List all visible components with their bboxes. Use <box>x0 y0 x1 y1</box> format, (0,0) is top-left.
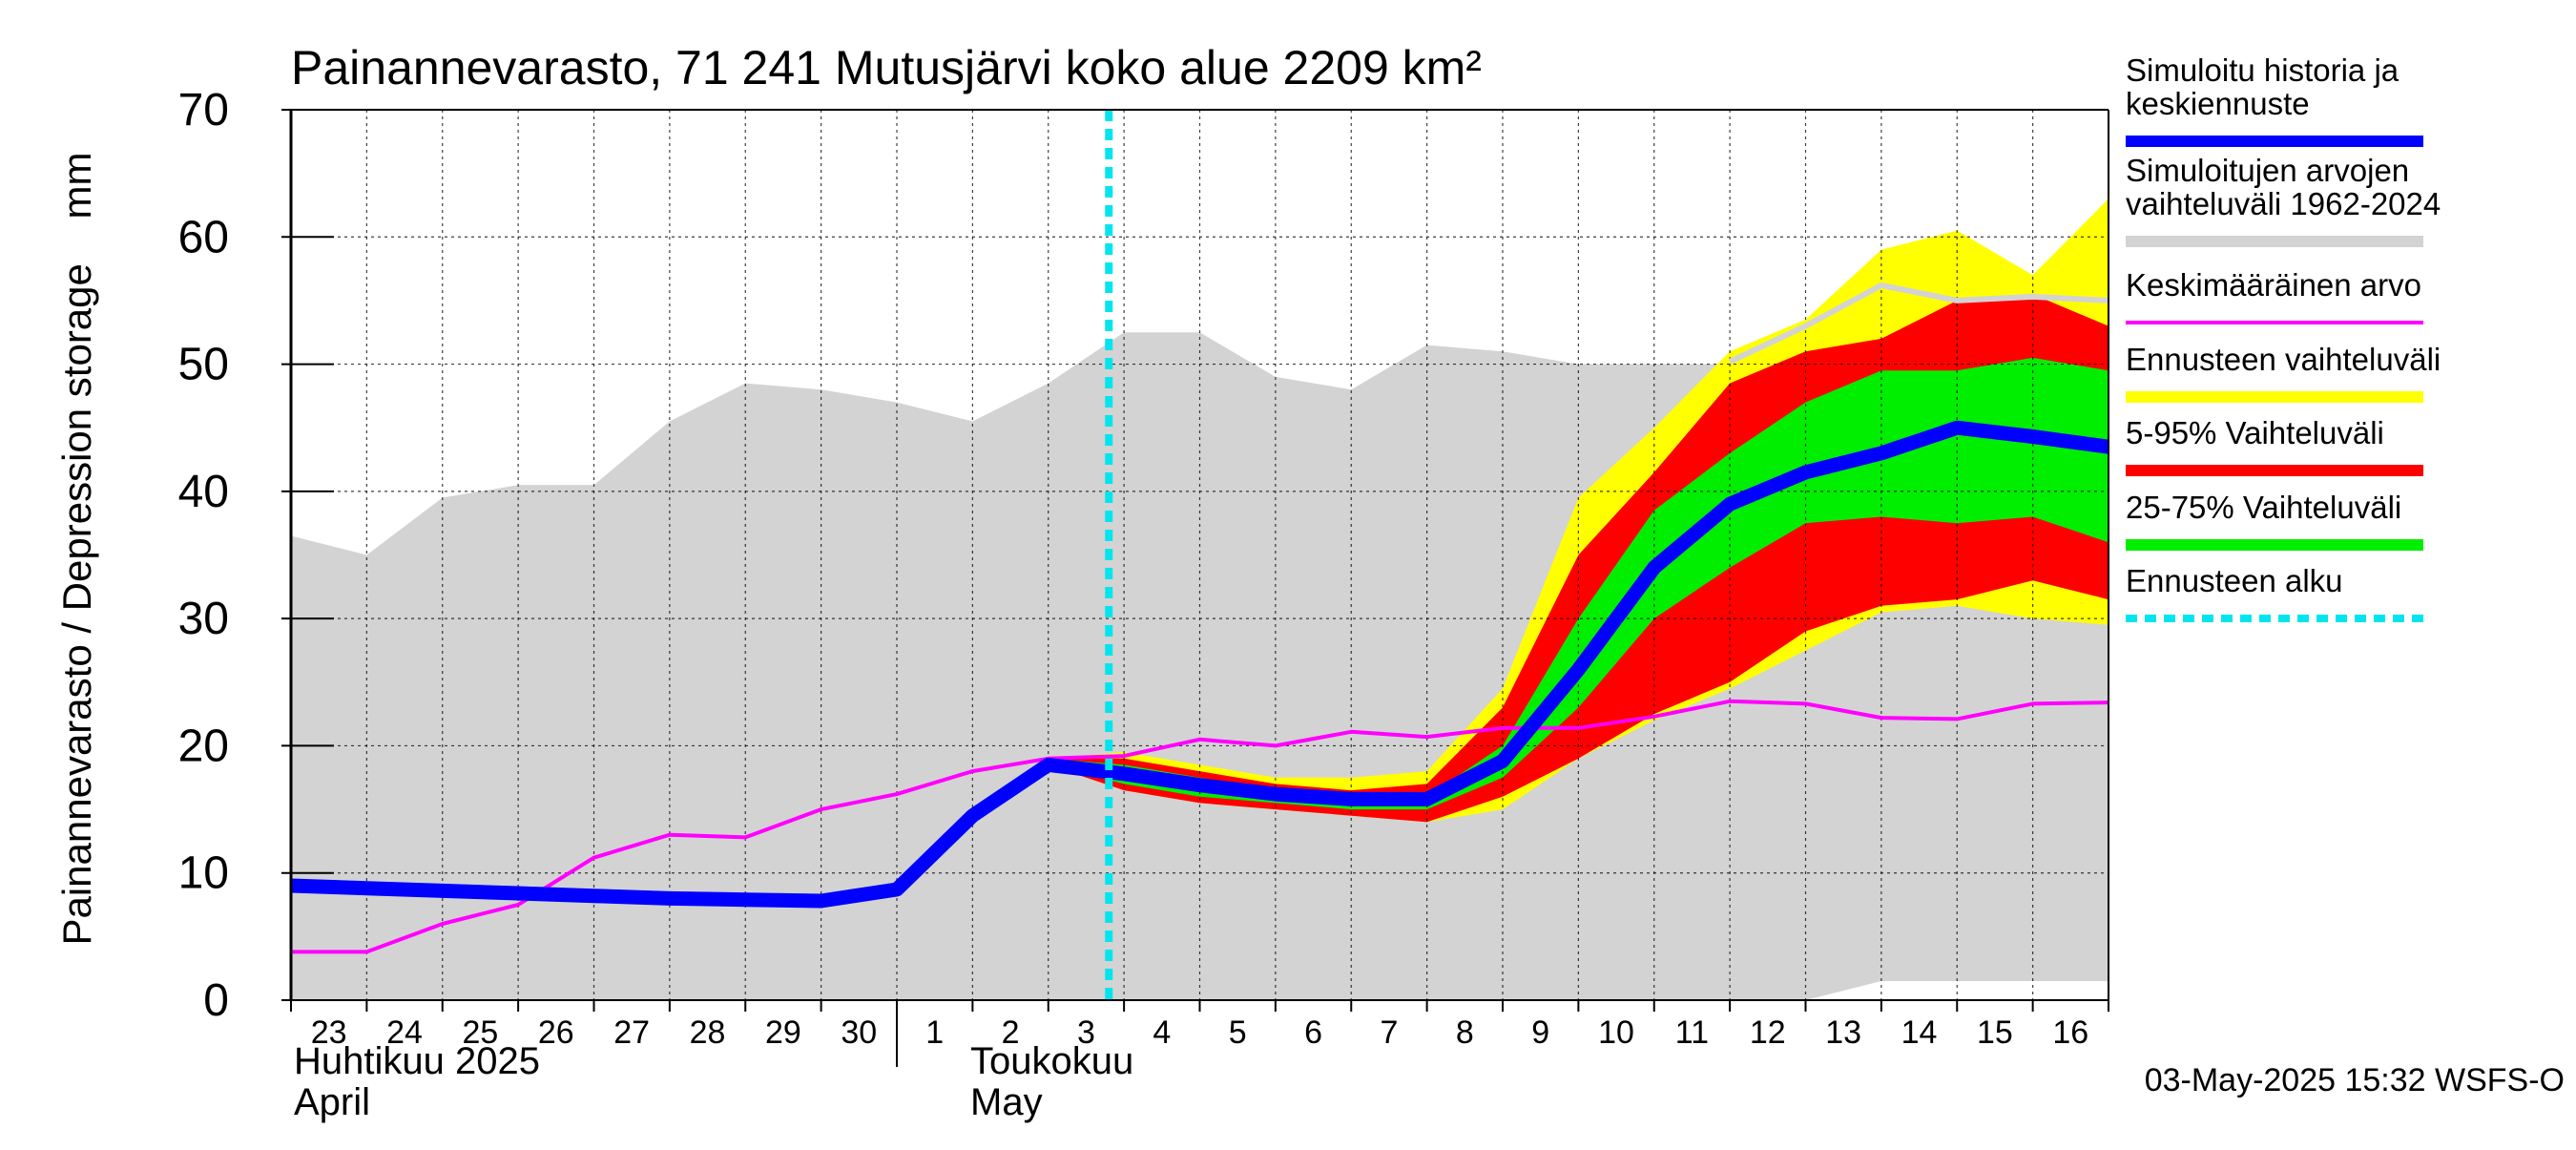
legend-label: Ennusteen alku <box>2126 563 2343 598</box>
median-line <box>290 420 2110 909</box>
legend-label: Simuloitujen arvojen <box>2126 153 2409 188</box>
legend-label: 5-95% Vaihteluväli <box>2126 415 2384 450</box>
legend-p25-75: 25-75% Vaihteluväli <box>2126 490 2423 551</box>
x-tick-label: 1 <box>925 1014 944 1051</box>
x-tick-label: 3 <box>1077 1014 1095 1051</box>
x-tick-label: 10 <box>1598 1014 1634 1051</box>
month-label: Toukokuu <box>970 1040 1133 1082</box>
x-tick-label: 12 <box>1750 1014 1786 1051</box>
x-tick-label: 14 <box>1901 1014 1938 1051</box>
month-label: Huhtikuu 2025 <box>294 1040 540 1082</box>
y-tick-label: 20 <box>178 721 229 771</box>
timestamp-footer: 03-May-2025 15:32 WSFS-O <box>2145 1062 2565 1098</box>
x-tick-label: 13 <box>1825 1014 1861 1051</box>
y-tick-label: 60 <box>178 212 229 262</box>
y-tick-label: 0 <box>203 975 229 1026</box>
mean-line <box>291 699 2109 954</box>
y-tick-label: 70 <box>178 85 229 136</box>
x-tick-label: 29 <box>765 1014 801 1051</box>
x-tick-label: 4 <box>1153 1014 1171 1051</box>
x-tick-label: 6 <box>1304 1014 1322 1051</box>
legend-forecast-start: Ennusteen alku <box>2126 563 2423 622</box>
x-tick-label: 16 <box>2052 1014 2088 1051</box>
legend: Simuloitu historia jakeskiennusteSimuloi… <box>2126 52 2441 622</box>
legend-label: vaihteluväli 1962-2024 <box>2126 186 2441 221</box>
chart-title: Painannevarasto, 71 241 Mutusjärvi koko … <box>291 41 1482 94</box>
legend-mean: Keskimääräinen arvo <box>2126 267 2423 324</box>
legend-p5-95: 5-95% Vaihteluväli <box>2126 415 2423 476</box>
lines-layer <box>290 110 2110 1000</box>
x-tick-label: 2 <box>1002 1014 1020 1051</box>
legend-label: 25-75% Vaihteluväli <box>2126 490 2401 525</box>
p25-75-band <box>1048 357 2109 810</box>
month-label-english: May <box>970 1081 1043 1123</box>
x-tick-label: 28 <box>690 1014 726 1051</box>
y-axis-label: Painannevarasto / Depression storage mm <box>54 152 99 945</box>
x-tick-label: 9 <box>1531 1014 1549 1051</box>
grid-layer <box>291 110 2109 1000</box>
legend-label: keskiennuste <box>2126 86 2310 121</box>
x-tick-label: 8 <box>1456 1014 1474 1051</box>
y-tick-label: 30 <box>178 594 229 644</box>
y-tick-label: 40 <box>178 467 229 517</box>
x-tick-label: 30 <box>841 1014 877 1051</box>
legend-label: Simuloitu historia ja <box>2126 52 2399 88</box>
x-tick-label: 7 <box>1380 1014 1398 1051</box>
x-tick-label: 26 <box>538 1014 574 1051</box>
y-tick-label: 10 <box>178 848 229 899</box>
simulated-range-top-line <box>1728 282 2109 365</box>
x-tick-label: 11 <box>1675 1014 1709 1051</box>
month-label-english: April <box>294 1081 370 1123</box>
x-tick-label: 15 <box>1977 1014 2013 1051</box>
legend-label: Ennusteen vaihteluväli <box>2126 342 2441 377</box>
legend-forecast-range: Ennusteen vaihteluväli <box>2126 342 2441 403</box>
legend-label: Keskimääräinen arvo <box>2126 267 2421 303</box>
x-tick-label: 27 <box>613 1014 650 1051</box>
x-tick-label: 5 <box>1229 1014 1247 1051</box>
y-tick-label: 50 <box>178 340 229 390</box>
x-tick-label: 24 <box>386 1014 423 1051</box>
x-tick-label: 25 <box>463 1014 499 1051</box>
x-tick-label: 23 <box>311 1014 347 1051</box>
